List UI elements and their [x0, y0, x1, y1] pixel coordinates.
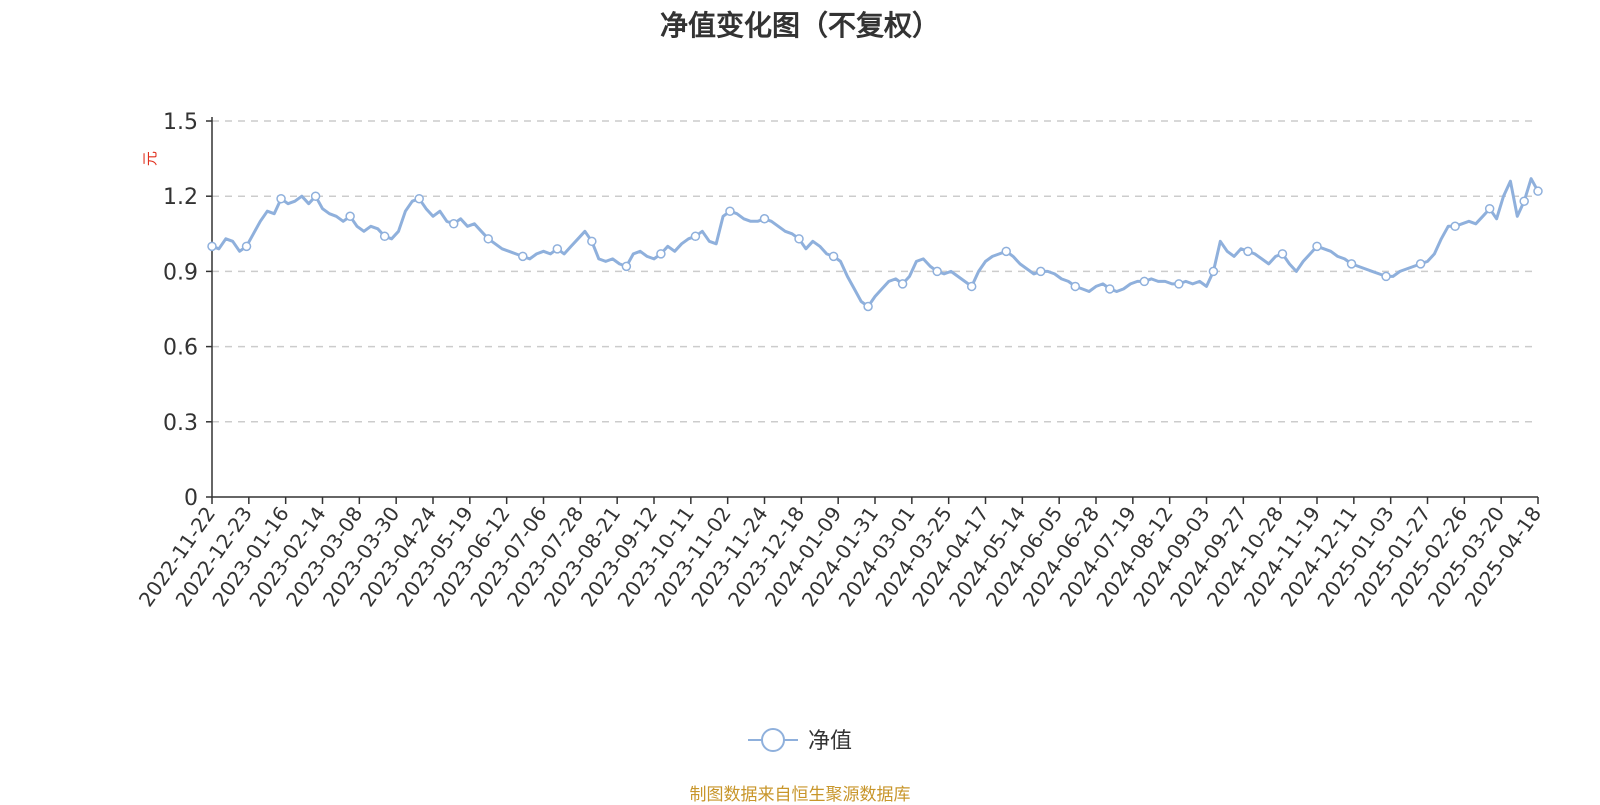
- data-point[interactable]: [1174, 279, 1184, 289]
- data-point[interactable]: [345, 211, 355, 222]
- y-tick-label: 0.9: [163, 260, 198, 285]
- data-point[interactable]: [1036, 266, 1046, 277]
- data-point[interactable]: [1105, 284, 1115, 294]
- grid-lines: [212, 120, 1538, 423]
- y-axis: 0 0.3 0.6 0.9 1.2 1.5: [163, 110, 213, 511]
- data-point[interactable]: [1415, 259, 1426, 269]
- data-point[interactable]: [1277, 249, 1288, 259]
- data-point[interactable]: [725, 206, 735, 216]
- y-tick-label: 0.3: [163, 411, 198, 436]
- data-point[interactable]: [1001, 246, 1011, 257]
- data-point[interactable]: [414, 193, 424, 204]
- data-point[interactable]: [621, 261, 632, 272]
- y-axis-label: 元: [141, 151, 159, 166]
- y-tick-label: 0.6: [163, 336, 198, 361]
- data-point[interactable]: [828, 251, 839, 262]
- data-point[interactable]: [483, 234, 493, 244]
- y-tick-label: 0: [184, 486, 198, 511]
- data-point[interactable]: [310, 191, 321, 201]
- data-point[interactable]: [1450, 221, 1460, 232]
- data-point[interactable]: [379, 231, 390, 242]
- data-point[interactable]: [1070, 281, 1081, 292]
- series-path-net-value: [211, 177, 1540, 308]
- data-point[interactable]: [897, 279, 908, 289]
- data-point[interactable]: [1484, 203, 1495, 214]
- data-source-note: 制图数据来自恒生聚源数据库: [689, 785, 911, 805]
- data-point[interactable]: [932, 266, 942, 277]
- data-point[interactable]: [656, 249, 666, 259]
- chart-title: 净值变化图（不复权）: [659, 9, 940, 42]
- data-point[interactable]: [1519, 196, 1529, 206]
- legend-label: 净值: [808, 729, 852, 754]
- y-tick-label: 1.5: [163, 110, 198, 135]
- data-point[interactable]: [241, 241, 252, 252]
- data-point[interactable]: [690, 231, 701, 242]
- series-markers: [207, 186, 1543, 312]
- data-point[interactable]: [552, 244, 563, 254]
- data-point[interactable]: [1381, 271, 1391, 282]
- data-point[interactable]: [207, 241, 217, 252]
- data-point[interactable]: [966, 281, 977, 292]
- y-tick-label: 1.2: [163, 185, 198, 210]
- data-point[interactable]: [1243, 246, 1253, 257]
- data-point[interactable]: [448, 219, 459, 229]
- data-point[interactable]: [587, 236, 597, 247]
- data-point[interactable]: [794, 234, 804, 244]
- series-line: [211, 177, 1540, 308]
- data-point[interactable]: [1533, 186, 1543, 196]
- data-point[interactable]: [1208, 266, 1219, 277]
- data-point[interactable]: [1346, 259, 1357, 269]
- data-point[interactable]: [759, 214, 770, 224]
- legend[interactable]: 净值: [748, 728, 852, 754]
- data-point[interactable]: [276, 193, 286, 204]
- data-point[interactable]: [1139, 276, 1150, 287]
- data-point[interactable]: [1312, 241, 1322, 252]
- legend-circle-icon: [761, 728, 785, 752]
- data-point[interactable]: [863, 301, 873, 312]
- data-point[interactable]: [518, 251, 528, 262]
- x-axis: 2022-11-222022-12-232023-01-162023-02-14…: [134, 496, 1546, 611]
